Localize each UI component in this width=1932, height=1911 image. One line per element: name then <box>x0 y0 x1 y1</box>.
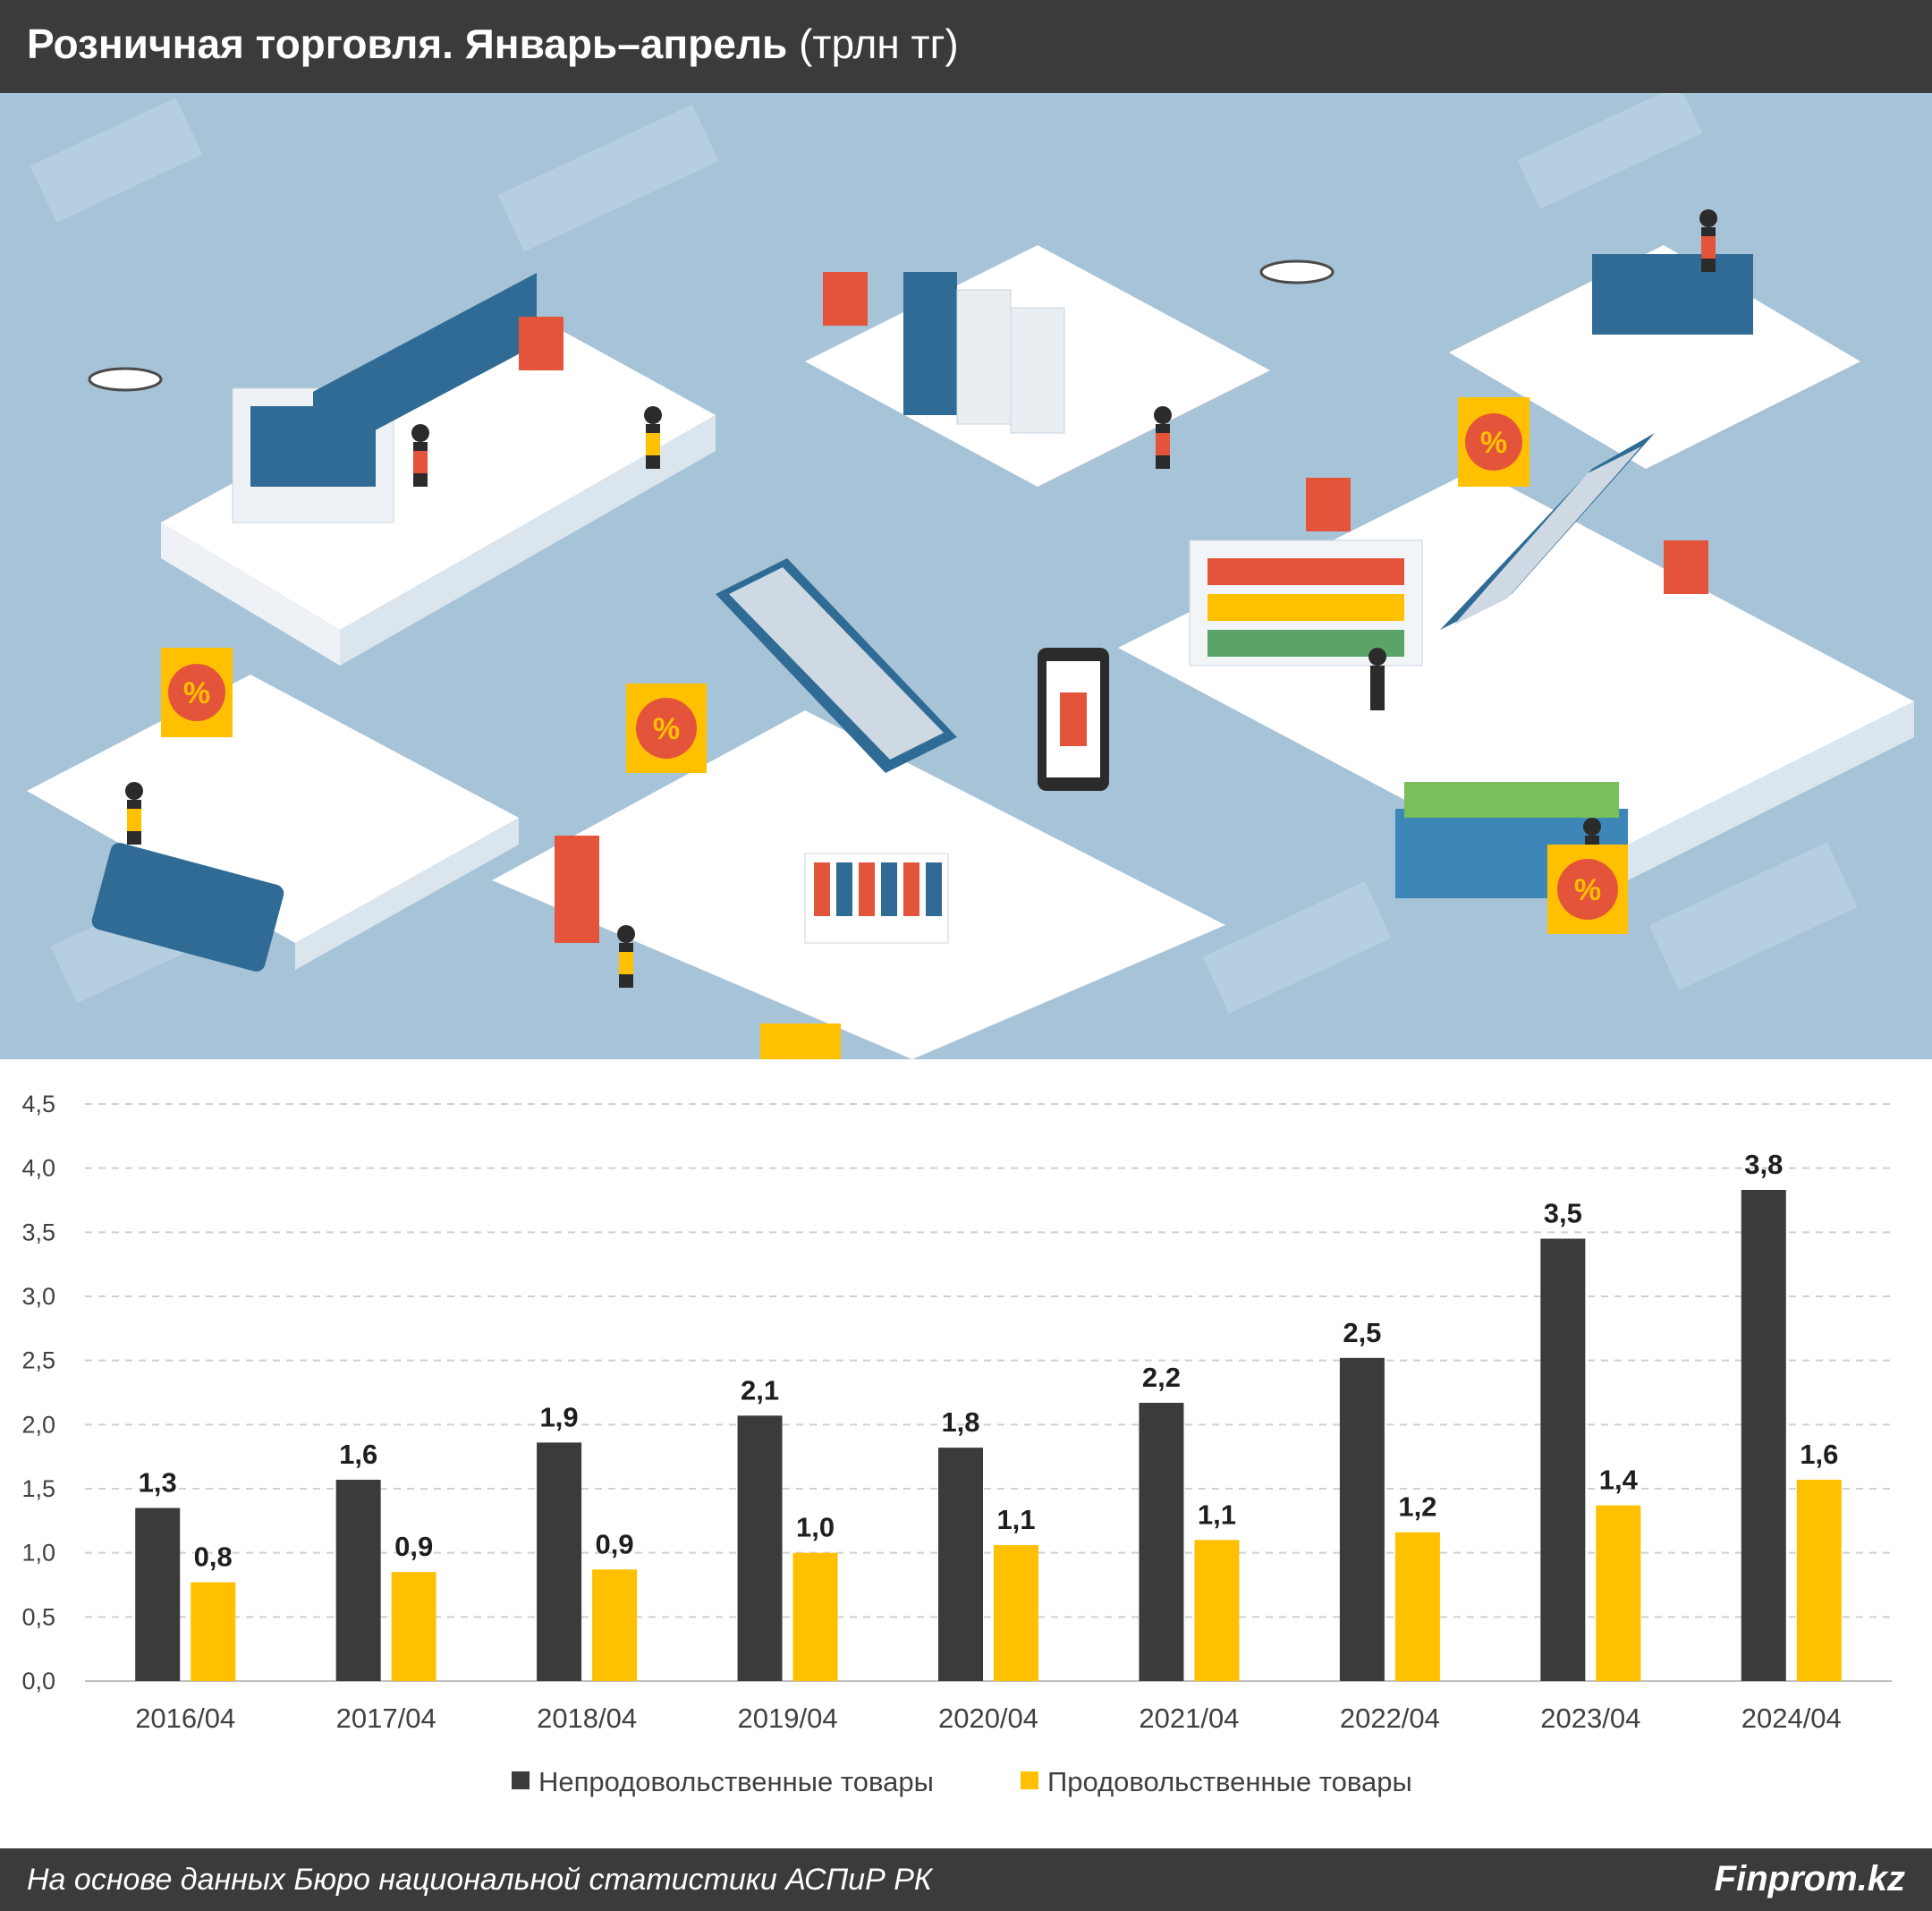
y-tick-label: 2,5 <box>21 1347 55 1374</box>
data-label: 3,5 <box>1544 1198 1582 1229</box>
data-label: 0,8 <box>194 1542 233 1573</box>
platform-electronics <box>161 317 716 630</box>
data-labels: 1,3 0,8 1,6 0,9 1,9 0,9 2,1 1,0 1,8 1,1 2,2 1,1 2,5 1… <box>139 1149 1839 1573</box>
y-tick-label: 0,5 <box>21 1603 55 1630</box>
bar-nonfood <box>1540 1238 1586 1681</box>
brand-logo[interactable]: Finprom.kz <box>1714 1859 1905 1898</box>
x-tick-label: 2022/04 <box>1340 1703 1440 1734</box>
chart-svg: 0,0 0,5 1,0 1,5 2,0 2,5 3,0 3,5 4,0 4,5 1,3 0,8 1,6… <box>21 1091 1892 1797</box>
y-axis-ticks: 0,0 0,5 1,0 1,5 2,0 2,5 3,0 3,5 4,0 4,5 <box>21 1091 55 1694</box>
bar-nonfood <box>938 1448 983 1681</box>
badge-label: % <box>183 676 210 710</box>
data-label: 2,5 <box>1343 1317 1381 1348</box>
y-tick-label: 2,0 <box>21 1411 55 1438</box>
x-tick-label: 2017/04 <box>336 1703 436 1734</box>
x-tick-label: 2021/04 <box>1139 1703 1239 1734</box>
bar-food <box>792 1552 838 1681</box>
data-label: 0,9 <box>394 1531 433 1562</box>
bar-nonfood <box>335 1479 381 1681</box>
bar-food <box>1796 1479 1842 1681</box>
bar-food <box>1596 1505 1641 1681</box>
platform-kiosk <box>27 675 519 943</box>
source-note: На основе данных Бюро национальной стати… <box>27 1863 932 1897</box>
sale-badges: % % % % <box>161 272 1708 1059</box>
legend: Непродовольственные товары Продовольствен… <box>512 1766 1412 1797</box>
y-tick-label: 4,5 <box>21 1091 55 1117</box>
y-tick-label: 4,0 <box>21 1155 55 1182</box>
data-label: 0,9 <box>596 1528 634 1559</box>
legend-swatch <box>1021 1771 1038 1789</box>
data-label: 2,1 <box>741 1374 779 1406</box>
bar-nonfood <box>737 1415 783 1681</box>
x-tick-label: 2018/04 <box>537 1703 637 1734</box>
data-label: 3,8 <box>1744 1149 1783 1180</box>
bar-nonfood <box>1139 1402 1184 1681</box>
header-bar: Розничная торговля. Январь–апрель (трлн … <box>0 0 1932 93</box>
bar-food <box>1394 1532 1440 1681</box>
badge-label: % <box>1574 873 1601 907</box>
bars <box>135 1190 1842 1681</box>
bar-food <box>994 1545 1038 1681</box>
bar-nonfood <box>537 1442 582 1681</box>
data-label: 1,6 <box>339 1439 377 1470</box>
data-label: 1,2 <box>1398 1491 1436 1523</box>
data-label: 1,0 <box>796 1512 835 1543</box>
data-label: 1,6 <box>1800 1439 1838 1470</box>
footer-bar: На основе данных Бюро национальной стати… <box>0 1848 1932 1911</box>
badge-label: % <box>653 712 680 746</box>
y-tick-label: 1,0 <box>21 1540 55 1567</box>
y-tick-label: 3,5 <box>21 1219 55 1245</box>
x-tick-label: 2016/04 <box>135 1703 235 1734</box>
x-tick-label: 2024/04 <box>1741 1703 1842 1734</box>
x-axis-labels: 2016/04 2017/04 2018/04 2019/04 2020/04 2021/… <box>135 1703 1842 1734</box>
platform-checkout <box>1449 245 1860 469</box>
y-tick-label: 1,5 <box>21 1475 55 1502</box>
x-tick-label: 2019/04 <box>738 1703 838 1734</box>
bar-food <box>391 1572 436 1681</box>
title-unit: (трлн тг) <box>799 21 959 67</box>
bar-nonfood <box>135 1508 181 1681</box>
y-tick-label: 3,0 <box>21 1283 55 1310</box>
legend-swatch <box>512 1771 530 1789</box>
page-title: Розничная торговля. Январь–апрель (трлн … <box>27 20 959 68</box>
bar-nonfood <box>1339 1357 1385 1681</box>
retail-store-illustration: % % % % <box>0 84 1932 1059</box>
illustration-svg: % % % % <box>0 84 1932 1059</box>
x-tick-label: 2020/04 <box>938 1703 1038 1734</box>
legend-label: Непродовольственные товары <box>538 1766 934 1797</box>
bar-food <box>1194 1540 1240 1681</box>
bar-chart: 0,0 0,5 1,0 1,5 2,0 2,5 3,0 3,5 4,0 4,5 1,3 0,8 1,6… <box>0 1059 1932 1847</box>
data-label: 1,9 <box>540 1401 579 1432</box>
legend-label: Продовольственные товары <box>1047 1766 1412 1797</box>
data-label: 1,8 <box>941 1406 979 1438</box>
data-label: 1,3 <box>139 1467 177 1499</box>
title-main: Розничная торговля. Январь–апрель <box>27 21 788 67</box>
bar-nonfood <box>1741 1190 1786 1681</box>
gridlines <box>85 1103 1892 1682</box>
y-tick-label: 0,0 <box>21 1668 55 1694</box>
data-label: 1,1 <box>996 1504 1035 1535</box>
badge-label: % <box>1480 426 1507 460</box>
bar-food <box>592 1569 638 1681</box>
data-label: 2,2 <box>1142 1362 1181 1393</box>
x-tick-label: 2023/04 <box>1540 1703 1640 1734</box>
bar-food <box>191 1582 236 1681</box>
data-label: 1,1 <box>1198 1499 1236 1530</box>
data-label: 1,4 <box>1599 1465 1639 1496</box>
